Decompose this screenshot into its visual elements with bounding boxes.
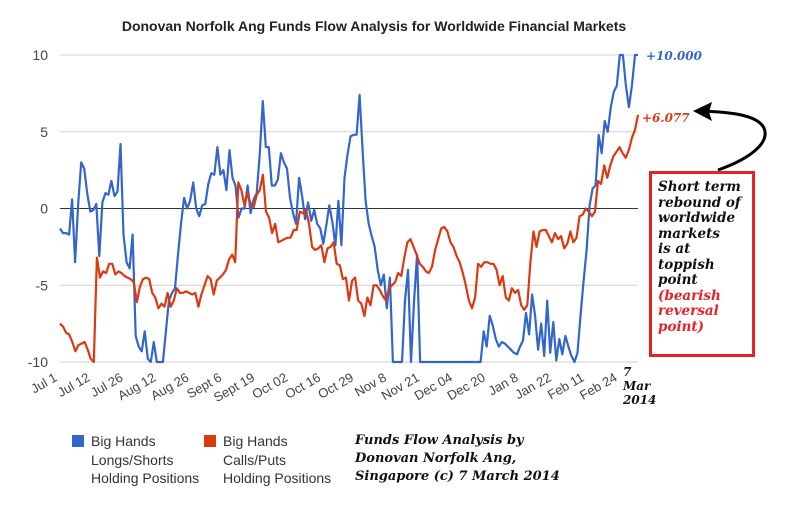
legend-swatch-blue: [72, 435, 84, 447]
legend-label: Big Hands Calls/Puts Holding Positions: [223, 432, 331, 488]
end-date-label: 7 Mar 2014: [623, 365, 656, 407]
x-tick-label: Jan 22: [512, 370, 553, 403]
end-date-day: 7: [623, 365, 632, 379]
callout-line: is at: [658, 241, 691, 257]
end-date-month: Mar: [623, 379, 651, 393]
calls-puts-end-label: +6.077: [642, 111, 690, 125]
series-lines: [59, 53, 640, 364]
x-tick-label: Oct 02: [249, 370, 290, 402]
callout-line: rebound of: [658, 194, 741, 211]
y-tick-label: 10: [32, 47, 48, 63]
y-axis-ticks: 10 5 0 -5 -10: [28, 47, 48, 370]
callout-line: Short term: [658, 179, 741, 195]
legend-line: Big Hands: [91, 433, 156, 449]
callout-line-red: reversal: [658, 303, 719, 319]
x-tick-label: Oct 16: [282, 370, 323, 402]
x-tick-label: Aug 26: [148, 370, 191, 404]
series-calls-puts-line: [59, 114, 640, 364]
x-tick-label: Jul 1: [28, 370, 59, 397]
legend-item-calls-puts[interactable]: Big Hands Calls/Puts Holding Positions: [204, 432, 331, 488]
legend-line: Big Hands: [223, 433, 288, 449]
x-tick-label: Jul 12: [55, 370, 93, 400]
callout-line-red: (bearish: [658, 287, 721, 304]
y-tick-label: -5: [36, 277, 49, 293]
legend-label: Big Hands Longs/Shorts Holding Positions: [91, 432, 199, 488]
x-tick-label: Feb 24: [577, 370, 620, 403]
y-tick-label: 5: [40, 124, 48, 140]
callout-line: toppish: [658, 256, 715, 273]
legend-swatch-red: [204, 435, 216, 447]
credit-line: Funds Flow Analysis by: [355, 433, 524, 448]
series-longs-shorts-line: [59, 53, 638, 364]
legend-line: Holding Positions: [91, 470, 200, 486]
credit-line: Singapore (c) 7 March 2014: [355, 469, 560, 484]
callout-line: markets: [658, 225, 720, 242]
end-date-year: 2014: [623, 393, 657, 407]
legend-item-longs-shorts[interactable]: Big Hands Longs/Shorts Holding Positions: [72, 432, 199, 488]
author-credit: Funds Flow Analysis by Donovan Norfolk A…: [355, 432, 560, 486]
chart-title: Donovan Norfolk Ang Funds Flow Analysis …: [122, 18, 627, 34]
callout-line: worldwide: [658, 210, 736, 226]
pointer-arrow-icon: [693, 102, 767, 172]
legend-line: Calls/Puts: [223, 451, 287, 468]
gridlines: [60, 54, 638, 363]
credit-line: Donovan Norfolk Ang,: [355, 451, 517, 466]
y-tick-label: -10: [28, 354, 48, 370]
legend-line: Longs/Shorts: [91, 451, 174, 468]
legend-line: Holding Positions: [223, 470, 332, 486]
callout-line: point: [658, 272, 698, 288]
callout-box: Short term rebound of worldwide markets …: [649, 171, 755, 357]
longs-shorts-end-label: +10.000: [646, 49, 703, 63]
y-tick-label: 0: [40, 201, 48, 217]
x-tick-label: Dec 20: [445, 370, 488, 404]
x-tick-label: Oct 29: [315, 370, 356, 402]
callout-line-red: point): [658, 318, 705, 335]
